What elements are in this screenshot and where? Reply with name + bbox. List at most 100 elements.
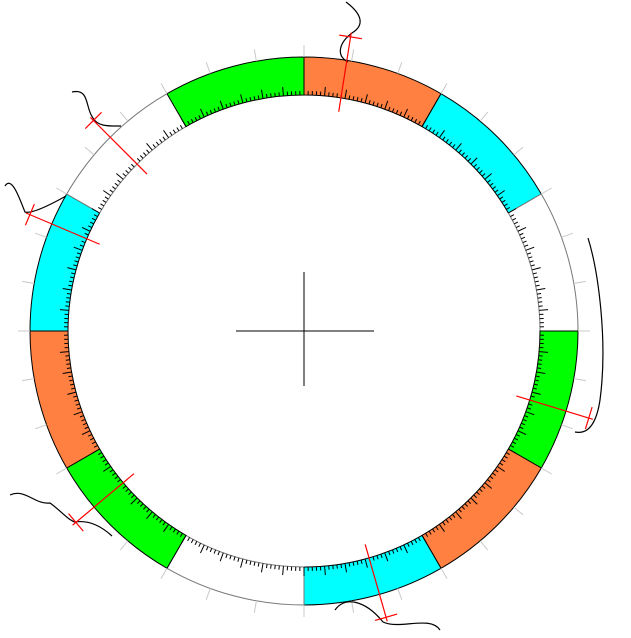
inner-tick: [282, 86, 284, 96]
inner-tick: [104, 196, 109, 200]
outer-tick: [440, 568, 448, 579]
outer-tick: [351, 49, 355, 62]
inner-tick: [81, 227, 91, 232]
inner-tick: [66, 363, 71, 365]
inner-tick: [526, 252, 532, 255]
outer-tick: [56, 467, 67, 475]
inner-tick: [461, 506, 465, 510]
outer-tick: [22, 280, 35, 284]
inner-tick: [510, 214, 515, 218]
inner-tick: [143, 152, 147, 156]
inner-tick: [155, 516, 160, 521]
inner-tick: [380, 103, 383, 109]
inner-tick: [528, 403, 533, 406]
inner-tick: [524, 244, 529, 247]
inner-tick: [74, 260, 79, 263]
inner-tick: [59, 309, 69, 311]
inner-tick: [476, 491, 480, 496]
inner-tick: [122, 173, 127, 177]
inner-tick: [479, 488, 483, 492]
ring-segment: [421, 93, 542, 214]
inner-tick: [395, 109, 399, 114]
inner-tick: [102, 199, 107, 203]
inner-tick: [445, 519, 449, 523]
inner-tick: [209, 109, 213, 114]
marker-line: [72, 473, 135, 526]
inner-tick: [213, 549, 217, 554]
inner-tick: [352, 96, 355, 101]
marker-crossbar: [24, 203, 35, 226]
inner-tick: [152, 144, 156, 148]
inner-tick: [217, 106, 220, 111]
inner-tick: [470, 157, 478, 165]
inner-tick: [432, 129, 436, 134]
center-crosshair: [236, 272, 374, 386]
inner-tick: [399, 111, 403, 116]
inner-tick: [98, 452, 102, 456]
marker-crossbar: [339, 34, 362, 40]
inner-tick: [179, 533, 183, 537]
inner-tick: [225, 103, 228, 109]
inner-tick: [517, 227, 527, 232]
outer-tick: [513, 146, 524, 156]
inner-tick: [492, 186, 496, 190]
inner-tick: [260, 563, 264, 573]
inner-tick: [376, 102, 379, 107]
inner-tick: [494, 469, 499, 473]
inner-tick: [514, 437, 519, 441]
inner-tick: [417, 537, 421, 542]
inner-tick: [159, 139, 163, 143]
inner-tick: [66, 367, 71, 370]
inner-tick: [489, 182, 494, 187]
inner-tick: [217, 551, 220, 556]
inner-tick: [70, 276, 75, 279]
inner-tick: [531, 391, 541, 395]
inner-tick: [372, 101, 375, 106]
outer-tick: [440, 83, 448, 94]
inner-tick: [198, 115, 201, 120]
inner-tick: [233, 101, 236, 106]
outer-tick: [351, 600, 355, 613]
angle-marker: [364, 544, 398, 622]
inner-tick: [112, 472, 116, 476]
inner-tick: [194, 116, 198, 121]
inner-tick: [537, 292, 542, 295]
outer-tick: [479, 540, 489, 551]
inner-tick: [414, 118, 418, 123]
outer-tick: [561, 424, 573, 430]
inner-tick: [537, 297, 542, 299]
inner-tick: [162, 521, 166, 526]
inner-tick: [438, 130, 445, 138]
inner-tick: [89, 221, 94, 225]
marker-crossbar: [68, 513, 84, 532]
inner-tick: [93, 214, 98, 218]
inner-tick: [253, 561, 256, 566]
marker-crossbar: [374, 613, 398, 621]
outer-tick: [205, 62, 211, 74]
inner-tick: [503, 203, 508, 207]
inner-tick: [282, 566, 284, 576]
inner-tick: [229, 102, 232, 107]
inner-tick: [503, 455, 508, 459]
inner-tick: [176, 530, 180, 535]
inner-tick: [432, 528, 436, 533]
inner-tick: [534, 280, 539, 283]
inner-tick: [537, 363, 542, 365]
inner-tick: [128, 491, 132, 496]
inner-tick: [506, 206, 510, 210]
marker-line: [338, 32, 352, 112]
inner-tick: [395, 548, 399, 553]
inner-tick: [528, 256, 533, 259]
inner-tick: [163, 130, 170, 138]
inner-tick: [81, 418, 86, 422]
inner-tick: [125, 488, 129, 492]
inner-tick: [146, 511, 153, 520]
inner-tick: [360, 98, 363, 103]
inner-tick: [136, 158, 141, 162]
inner-tick: [487, 479, 491, 483]
inner-tick: [481, 173, 486, 177]
inner-tick: [69, 379, 74, 382]
inner-tick: [249, 97, 252, 102]
outer-tick: [119, 111, 129, 122]
inner-tick: [368, 100, 371, 105]
